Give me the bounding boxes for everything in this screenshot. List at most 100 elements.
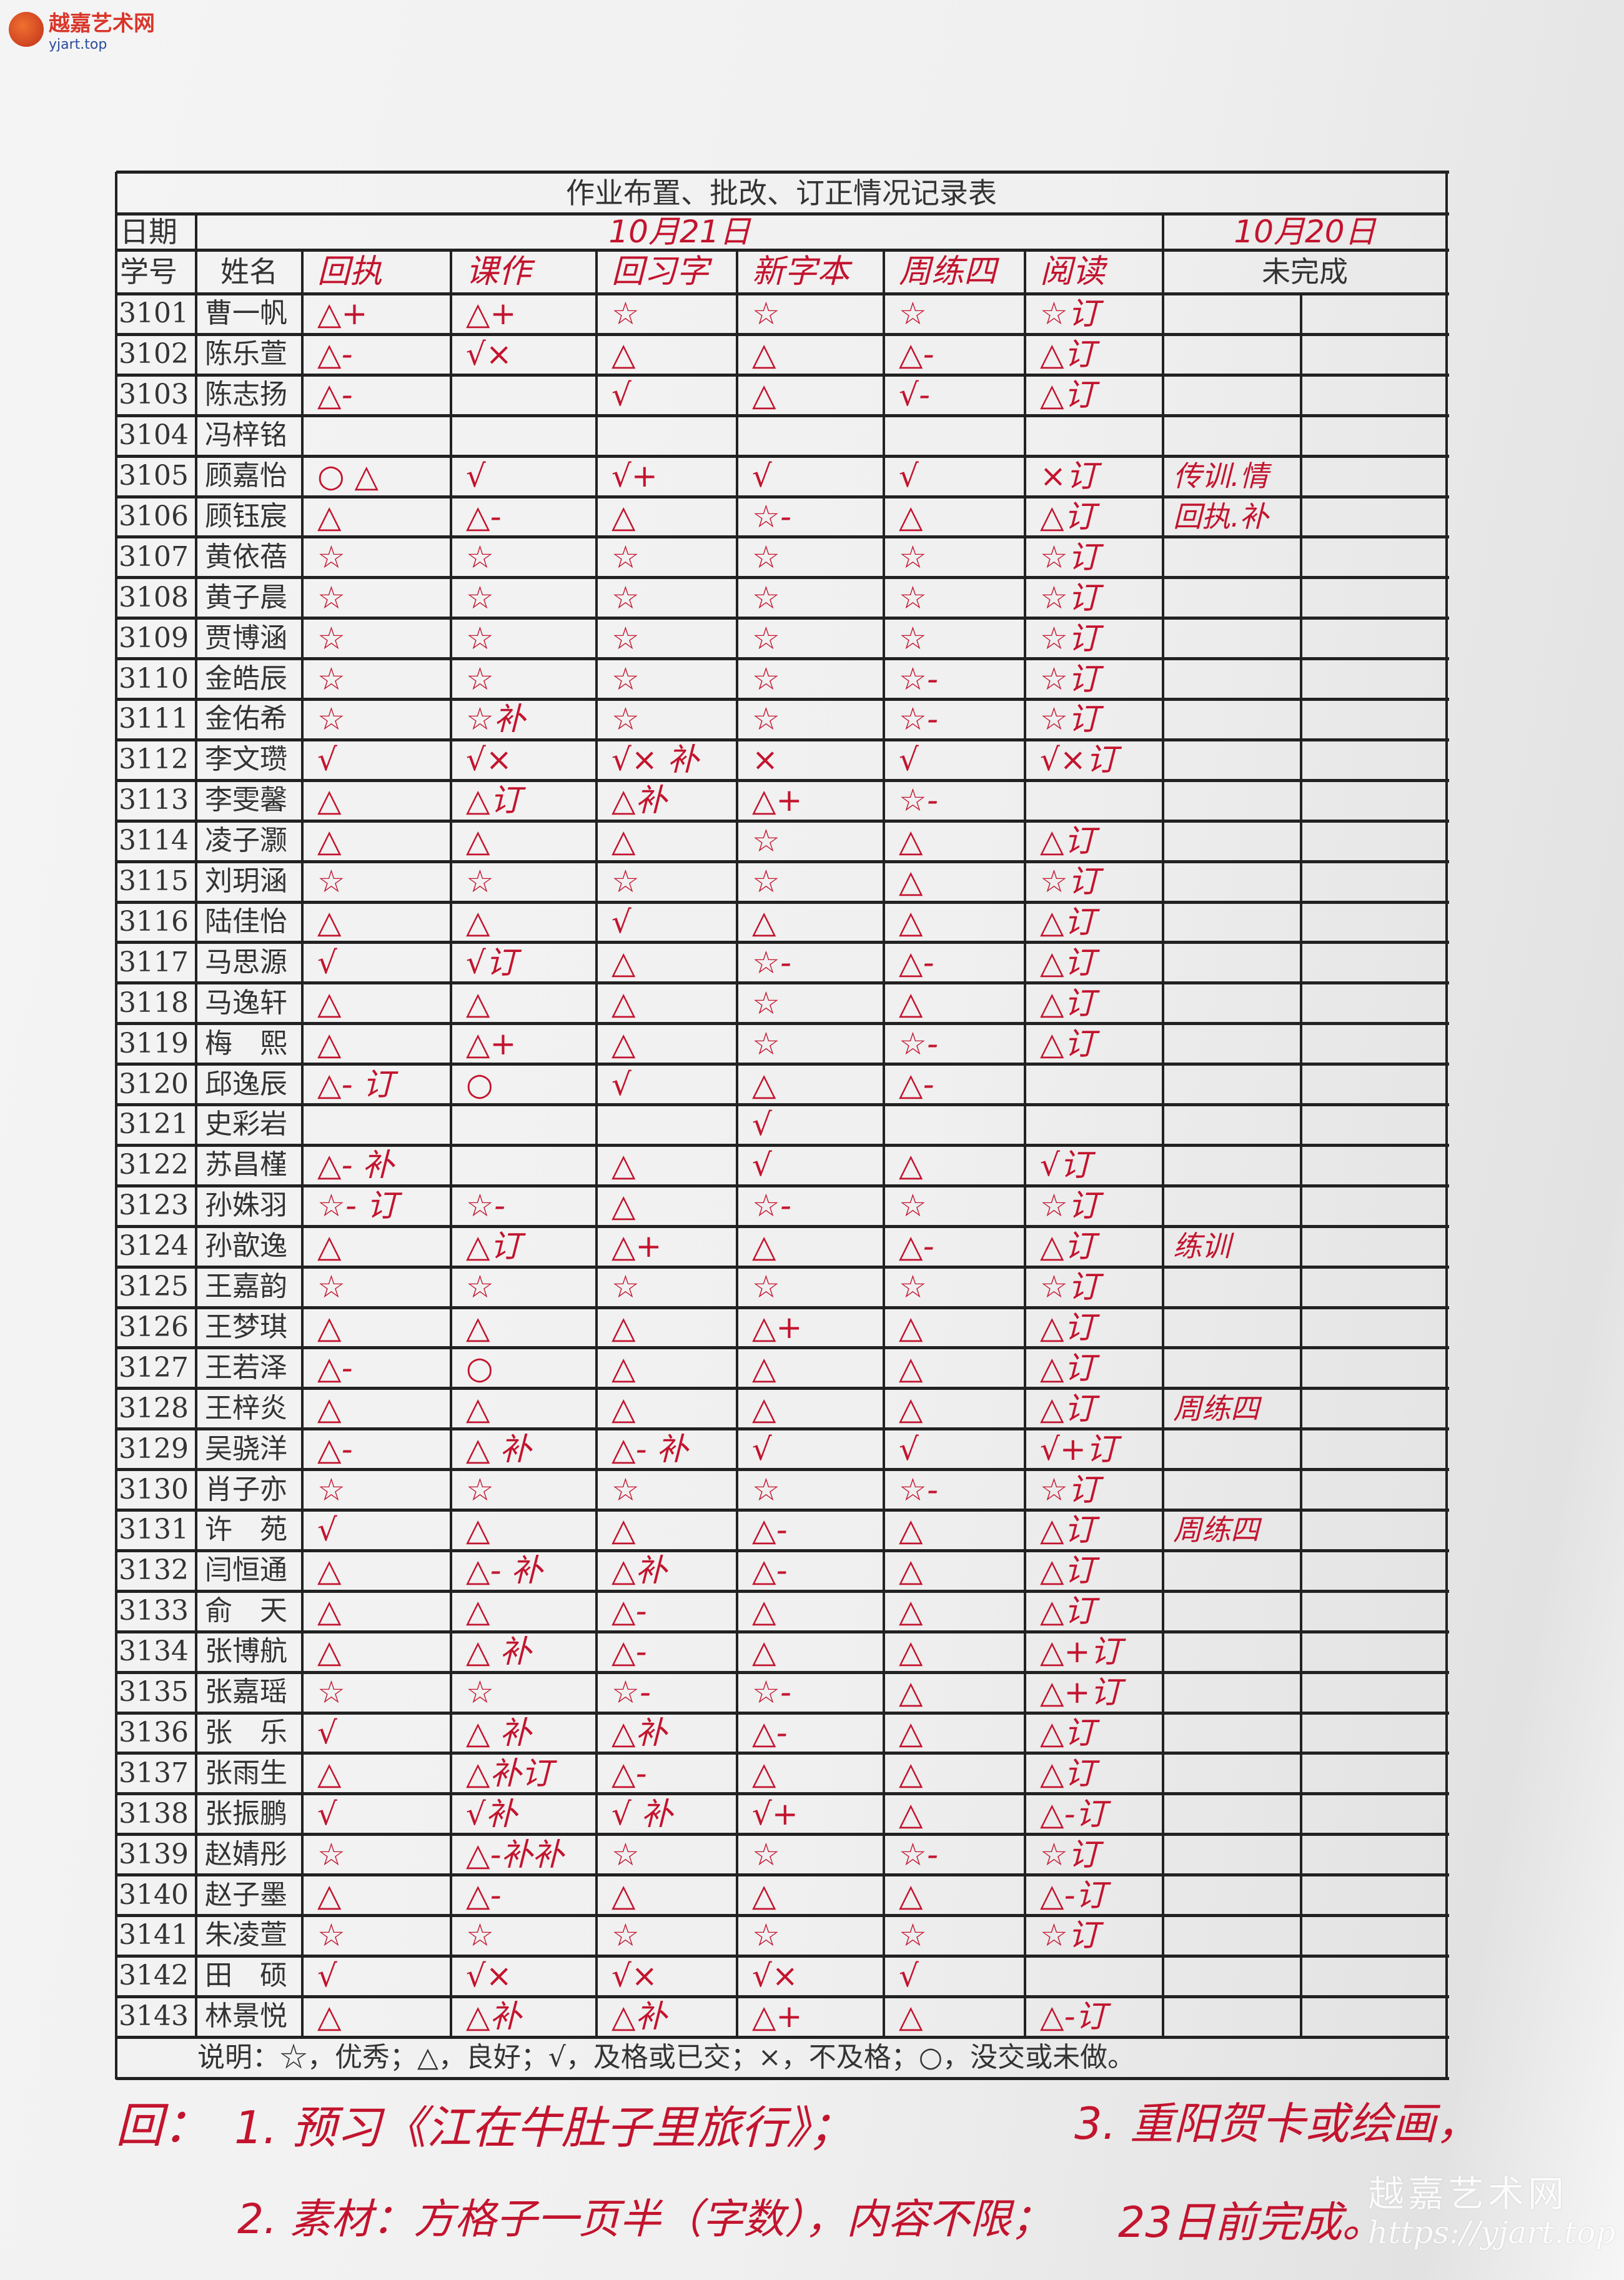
- grade-mark-text: ☆: [466, 1917, 494, 1954]
- grade-mark: △: [884, 1793, 1025, 1834]
- student-name-text: 金皓辰: [205, 662, 287, 695]
- student-id-text: 3110: [119, 662, 189, 695]
- grade-mark-text: △: [752, 336, 776, 373]
- grade-mark: ☆: [737, 983, 884, 1023]
- incomplete-note: 练训: [1163, 1226, 1301, 1267]
- grade-mark-text: △: [317, 1025, 342, 1062]
- grade-mark: △: [737, 1388, 884, 1429]
- student-id: 3112: [116, 740, 196, 780]
- student-name-text: 黄依蓓: [205, 540, 287, 573]
- grade-mark: ☆: [302, 699, 451, 740]
- grade-mark: △: [884, 1875, 1025, 1915]
- date-main-text: 10月21日: [608, 214, 751, 250]
- student-name: 赵子墨: [196, 1875, 302, 1915]
- grade-mark: √×: [451, 740, 597, 780]
- grade-mark: △: [451, 1510, 597, 1550]
- grade-mark-text: △订: [1040, 336, 1096, 373]
- student-id-text: 3114: [119, 825, 189, 857]
- student-id: 3134: [116, 1632, 196, 1672]
- incomplete-note: 周练四: [1163, 1388, 1301, 1429]
- grade-mark: △: [737, 902, 884, 943]
- grade-mark-text: △: [317, 782, 342, 819]
- grade-mark-text: √: [899, 1430, 919, 1467]
- grade-mark-text: ☆: [899, 579, 927, 616]
- grade-mark: ☆: [597, 1267, 737, 1307]
- grade-mark: ☆: [737, 821, 884, 861]
- grade-mark-text: △: [317, 1755, 342, 1792]
- student-id-text: 3132: [119, 1554, 189, 1587]
- grade-mark-text: ☆: [611, 579, 640, 616]
- student-name: 黄依蓓: [196, 537, 302, 577]
- student-name-text: 林景悦: [205, 2000, 287, 2033]
- column-header-2: 课作: [451, 250, 597, 294]
- student-id: 3101: [116, 294, 196, 334]
- date-main: 10月21日: [196, 214, 1163, 250]
- grade-mark-text: △- 订: [317, 1066, 394, 1103]
- table-rule: [115, 172, 117, 2079]
- grade-mark: △: [597, 983, 737, 1023]
- grade-mark: △: [302, 1388, 451, 1429]
- grade-mark: ☆: [597, 618, 737, 658]
- grade-mark-text: ☆: [466, 538, 494, 575]
- grade-mark-text: ☆: [611, 620, 640, 657]
- date-side-text: 10月20日: [1234, 214, 1376, 250]
- table-rule: [116, 1873, 1449, 1877]
- table-rule: [116, 2035, 1449, 2039]
- student-id: 3106: [116, 497, 196, 537]
- grade-mark-text: ☆订: [1040, 538, 1099, 575]
- incomplete-note-text: 周练四: [1173, 1391, 1259, 1425]
- table-rule: [450, 250, 452, 2037]
- incomplete-note: [1163, 1104, 1301, 1145]
- incomplete-note: [1163, 983, 1301, 1023]
- grade-mark: ☆: [451, 1672, 597, 1713]
- grade-mark-text: √: [466, 458, 486, 495]
- grade-mark: △: [302, 1550, 451, 1591]
- grade-mark-text: △-: [611, 1593, 647, 1630]
- grade-mark-text: △-订: [1040, 1998, 1107, 2035]
- id-header-text: 学号: [120, 255, 177, 289]
- grade-mark: △+: [302, 294, 451, 334]
- grade-mark: △-订: [1025, 1996, 1163, 2037]
- grade-mark: △: [302, 1307, 451, 1348]
- student-name: 王嘉韵: [196, 1267, 302, 1307]
- student-name-text: 闫恒通: [205, 1554, 287, 1587]
- student-id: 3119: [116, 1023, 196, 1064]
- grade-mark-text: △: [611, 1309, 636, 1346]
- grade-mark: ☆-: [737, 942, 884, 983]
- grade-mark-text: △: [752, 1755, 776, 1792]
- student-id-text: 3138: [119, 1797, 189, 1830]
- student-id: 3133: [116, 1591, 196, 1632]
- grade-mark: [1025, 780, 1163, 821]
- grade-mark: △: [884, 902, 1025, 943]
- incomplete-note: [1163, 780, 1301, 821]
- grade-mark: ☆: [597, 537, 737, 577]
- column-header-4: 新字本: [737, 250, 884, 294]
- student-name-text: 李雯馨: [205, 784, 287, 816]
- homework-prefix: 回：: [116, 2098, 210, 2153]
- student-name: 林景悦: [196, 1996, 302, 2037]
- grade-mark-text: ☆: [466, 620, 494, 657]
- grade-mark-text: ☆-: [899, 1471, 938, 1508]
- grade-mark-text: △: [611, 1349, 636, 1386]
- grade-mark-text: √订: [1040, 1147, 1091, 1184]
- grade-mark-text: ○ △: [317, 458, 379, 495]
- grade-mark-text: △: [466, 1390, 490, 1427]
- grade-mark-text: ☆-: [466, 1187, 505, 1224]
- grade-mark: ☆: [451, 658, 597, 699]
- student-id-text: 3134: [119, 1635, 189, 1668]
- grade-mark-text: △: [317, 1309, 342, 1346]
- student-id-text: 3112: [119, 743, 189, 776]
- student-id: 3102: [116, 334, 196, 375]
- grade-mark-text: △: [466, 1309, 490, 1346]
- student-id: 3116: [116, 902, 196, 943]
- grade-mark: √×订: [1025, 740, 1163, 780]
- grade-mark: ☆: [302, 577, 451, 618]
- grade-mark: △-: [302, 1429, 451, 1469]
- student-id-text: 3121: [119, 1108, 189, 1141]
- grade-mark: △-: [451, 497, 597, 537]
- grade-mark-text: △补: [466, 1998, 522, 2035]
- grade-mark-text: √: [317, 1958, 337, 1995]
- grade-mark-text: ○: [466, 1066, 493, 1103]
- grade-mark-text: △订: [1040, 377, 1096, 414]
- grade-mark: √: [302, 1510, 451, 1550]
